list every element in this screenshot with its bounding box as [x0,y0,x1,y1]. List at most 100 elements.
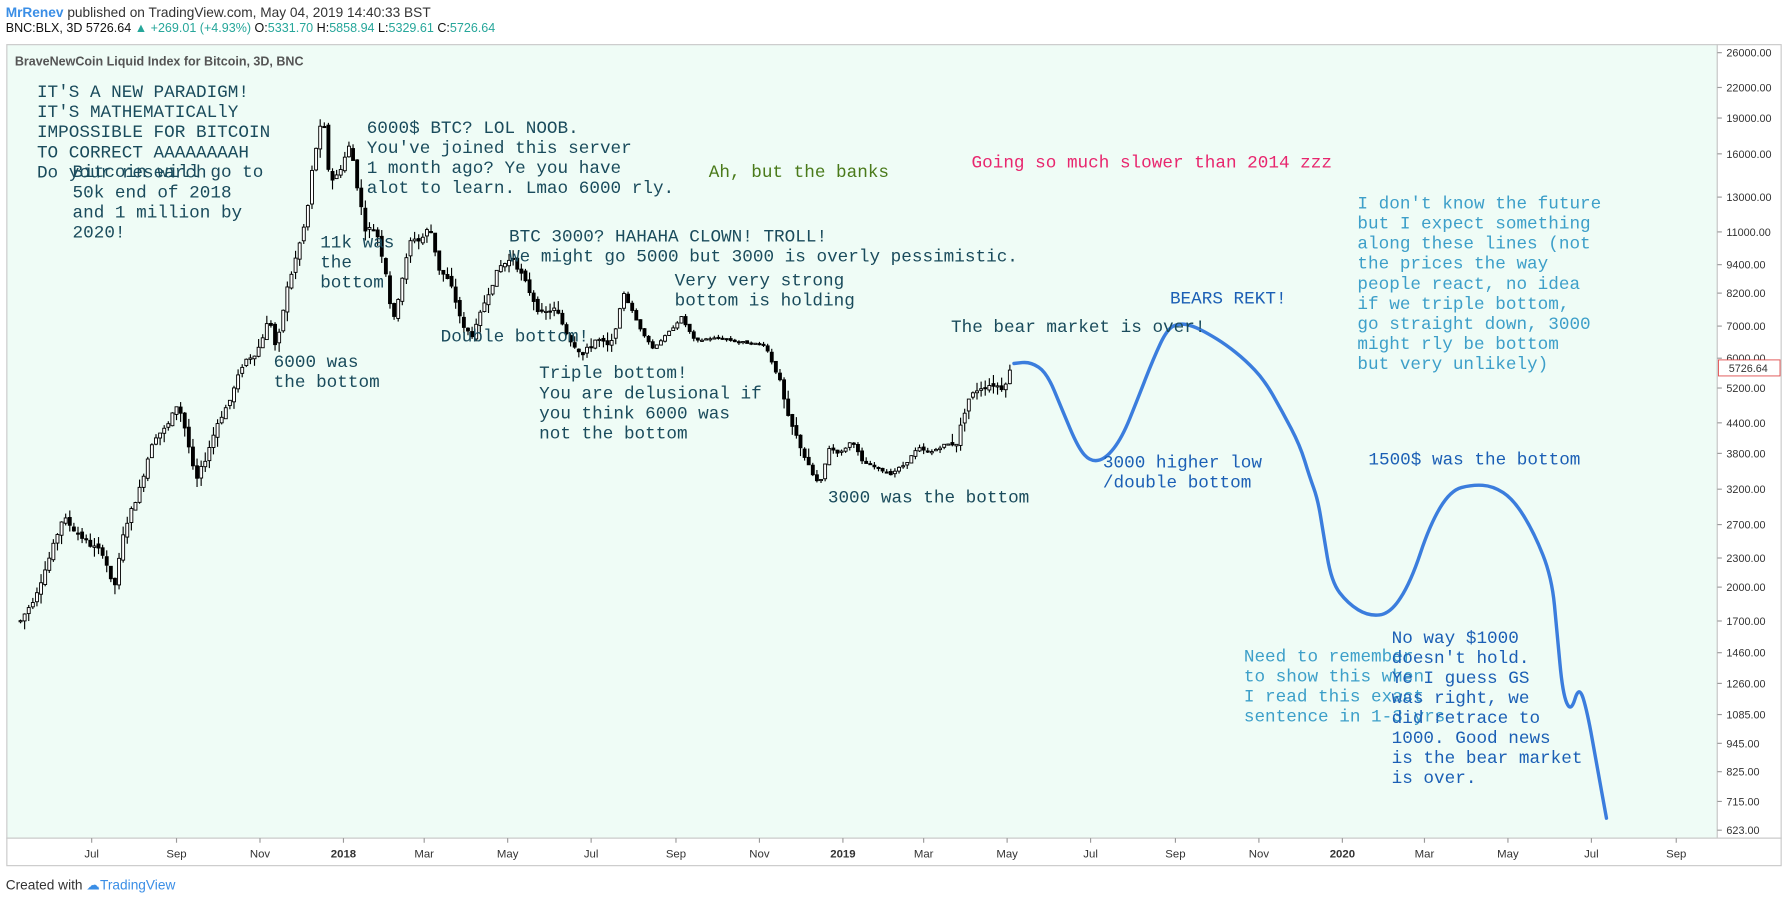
annotation-line: 3000 higher low [1103,454,1262,474]
candle [71,526,76,532]
annotation-line: Ye I guess GS [1392,669,1530,689]
candle [1003,383,1008,391]
x-tick-label: Mar [914,849,934,861]
tradingview-logo-icon: ☁ [86,877,101,894]
annotation-line: I read this exact [1244,687,1424,707]
candle [946,443,951,446]
candle [154,437,158,445]
candle [39,582,43,595]
x-tick-label: Nov [1249,849,1270,861]
y-tick-label: 3200.00 [1726,484,1765,496]
candle [851,442,856,445]
candle [954,443,959,447]
candle [658,340,663,346]
candle [814,474,819,482]
candle [999,385,1004,391]
candle [519,268,524,274]
annotation-slower: Going so much slower than 2014 zzz [972,153,1332,173]
candle [868,463,873,466]
annotation-line: IT'S MATHEMATICALlY [37,103,239,123]
y-tick-label: 1085.00 [1726,710,1765,722]
annotation-line: BEARS REKT! [1170,290,1287,310]
annotation-line: Need to remember [1244,647,1414,667]
candle [1007,369,1012,385]
candle [236,374,241,390]
candle [991,383,996,387]
candle [650,341,655,349]
y-tick-label: 11000.00 [1726,227,1770,239]
y-tick-label: 2300.00 [1726,553,1765,565]
candle [753,342,758,345]
annotation-line: doesn't hold. [1392,649,1530,669]
x-tick-label: May [497,849,519,861]
annotation-line: Bitcoin will go to [73,163,264,183]
annotation-line: did retrace to [1392,709,1540,729]
candle [626,293,631,304]
candle [663,335,667,342]
plot-area[interactable] [6,44,1718,839]
annotation-line: 2020! [73,223,126,243]
candle [351,148,355,161]
candle [544,310,548,313]
candle [773,360,778,373]
candle [191,446,195,467]
author-link[interactable]: MrRenev [5,4,64,21]
x-tick-label: Nov [250,849,271,861]
tradingview-link[interactable]: TradingView [100,877,176,894]
candle [260,337,265,349]
y-tick-label: 8200.00 [1726,288,1765,300]
candle [100,547,105,556]
candle [449,275,454,287]
time-axis[interactable] [6,837,1782,867]
annotation-line: 6000 was [274,353,359,373]
candle [622,293,626,309]
candle [264,323,269,341]
candle [552,307,557,312]
annotation-bears-rekt: BEARS REKT! [1170,290,1287,310]
projection-layer [1012,322,1609,820]
candle [166,423,171,428]
publish-text: published on TradingView.com, May 04, 20… [67,4,431,21]
price-chart[interactable]: BraveNewCoin Liquid Index for Bitcoin, 3… [0,0,1788,870]
candle [498,265,503,273]
candle [63,517,68,524]
symbol-label: BNC:BLX, 3D [5,21,83,36]
x-tick-label: 2018 [331,849,356,861]
candle [704,338,709,341]
candle [215,423,220,438]
candle [806,456,811,466]
annotation-line: The bear market is over! [951,318,1205,338]
y-tick-label: 4400.00 [1726,418,1765,430]
candle [913,450,918,457]
candle [96,543,101,549]
open-value: 5331.70 [267,21,314,36]
annotation-line: was right, we [1392,689,1530,709]
candle [630,302,635,311]
candle [355,159,360,189]
candle [158,432,163,439]
y-tick-label: 3800.00 [1726,448,1765,460]
candle [892,470,897,475]
x-tick-label: Jul [584,849,599,861]
candle [884,471,889,474]
y-tick-label: 16000.00 [1726,149,1771,161]
candle [646,335,651,343]
candle [490,284,495,295]
annotation-line: along these lines (not [1357,235,1590,255]
candle [269,322,273,326]
candle [30,602,35,608]
annotation-line: 1 month ago? Ye you have [367,159,621,179]
candle [687,323,692,332]
created-with: Created with [5,877,83,894]
candle [564,324,569,335]
candle [502,263,507,268]
candle [786,398,791,416]
candle [244,358,249,367]
x-tick-layer: Jul Sep Nov 2018 Mar May Jul Sep Nov 2019 Mar May Ju… [84,838,1686,861]
y-tick-label: 5200.00 [1726,383,1765,395]
annotation-btc-3000: BTC 3000? HAHAHA CLOWN! TROLL!We might g… [509,228,1018,268]
candle [556,309,561,314]
candle [88,539,93,547]
